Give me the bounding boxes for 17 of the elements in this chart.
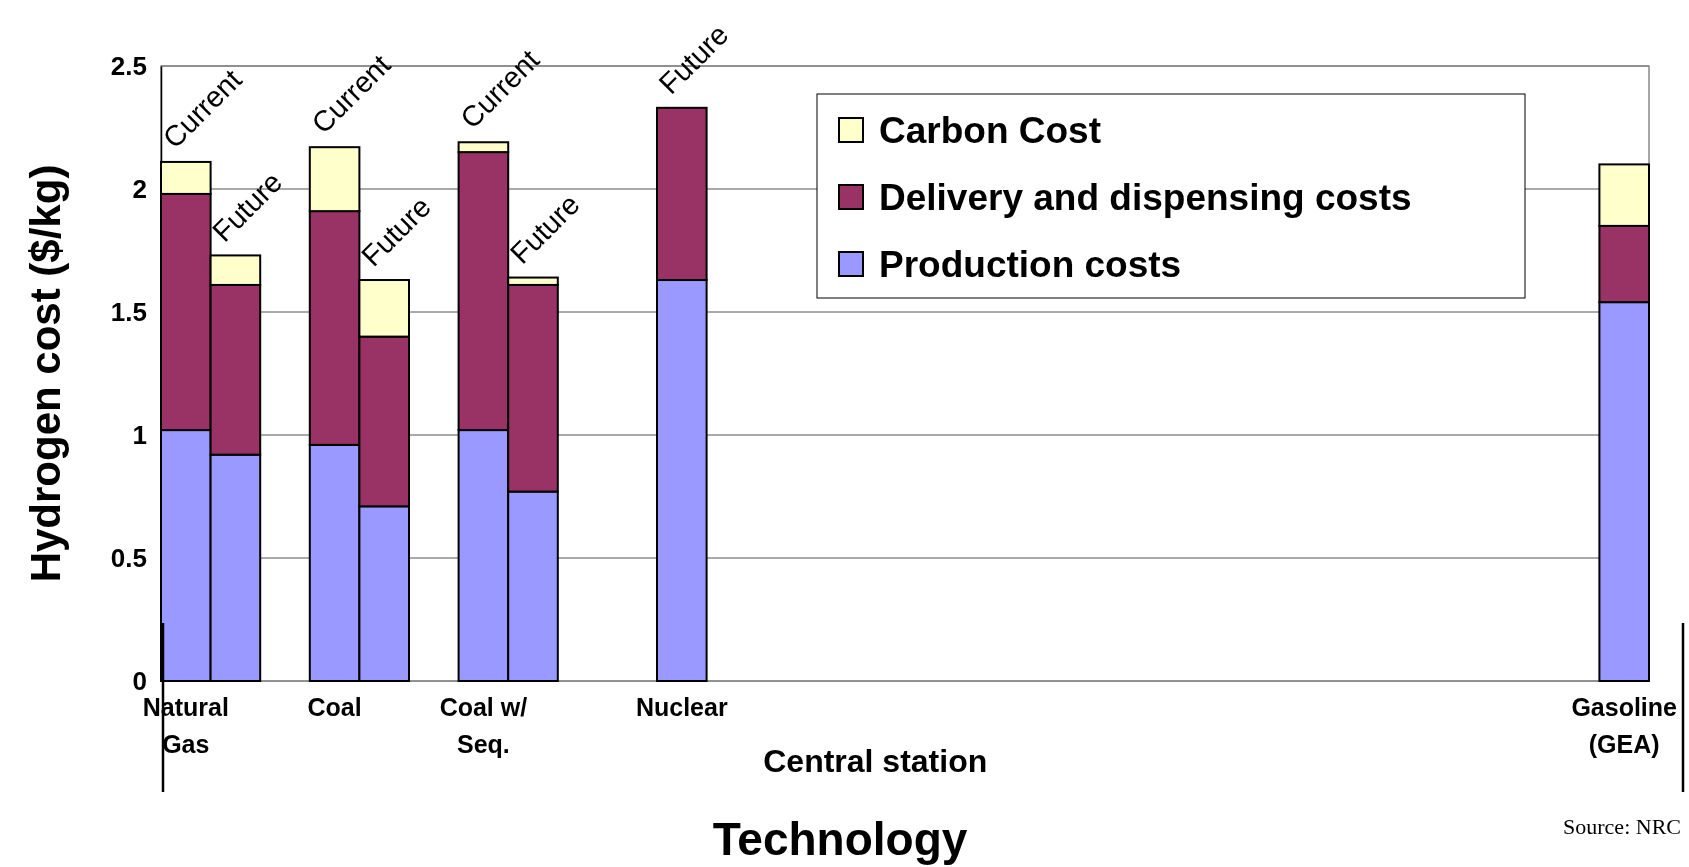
y-tick-label: 2.5 (110, 50, 147, 81)
source-note: Source: NRC (1563, 814, 1681, 839)
legend-label: Delivery and dispensing costs (879, 177, 1412, 218)
x-axis-title: Technology (712, 813, 968, 865)
x-tick-label: Coal w/ Seq. (439, 693, 528, 758)
x-tick-label: Nuclear (635, 693, 728, 721)
y-tick-label: 1 (132, 419, 147, 450)
y-tick-label: 2 (132, 173, 147, 204)
text: Central station (763, 743, 988, 779)
y-tick-label: 0 (132, 665, 147, 696)
x-tick-label: Gasoline (GEA) (1571, 693, 1678, 758)
y-tick-label: 1.5 (110, 296, 147, 327)
legend-label: Carbon Cost (879, 110, 1101, 151)
legend-label: Production costs (879, 244, 1182, 285)
x-tick-label: Coal (307, 693, 362, 721)
y-tick-label: 0.5 (110, 542, 147, 573)
y-axis-title: Hydrogen cost ($/kg) (22, 164, 69, 583)
